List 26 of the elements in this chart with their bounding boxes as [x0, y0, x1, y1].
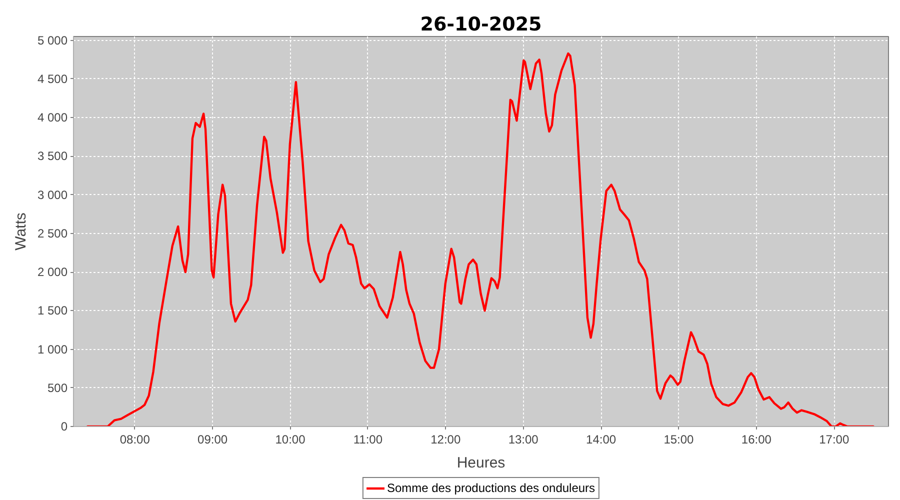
y-tick-label: 500	[47, 380, 68, 395]
x-tick-label: 14:00	[586, 432, 616, 446]
x-tick-label: 16:00	[741, 432, 772, 446]
y-axis-title: Watts	[12, 212, 30, 250]
x-axis-title: Heures	[456, 454, 506, 472]
y-tick-label: 0	[60, 420, 68, 434]
y-tick-label: 1 500	[37, 304, 68, 318]
y-tick-label: 4 500	[37, 72, 68, 86]
y-tick-label: 3 500	[37, 149, 68, 164]
chart-title: 26-10-2025	[420, 14, 542, 36]
x-tick-label: 17:00	[819, 432, 850, 446]
legend-label: Somme des productions des onduleurs	[386, 481, 596, 495]
y-tick-label: 5 000	[37, 33, 68, 48]
x-tick-label: 12:00	[430, 432, 461, 446]
line-series	[86, 52, 874, 426]
x-tick-label: 09:00	[198, 432, 228, 446]
x-tick-label: 10:00	[275, 432, 306, 446]
x-tick-label: 15:00	[664, 432, 694, 446]
x-tick-label: 13:00	[508, 432, 539, 446]
y-tick-label: 4 000	[37, 110, 68, 125]
y-tick-label: 2 000	[37, 265, 68, 280]
y-tick-label: 1 000	[37, 342, 68, 356]
x-tick-label: 08:00	[120, 432, 150, 446]
x-tick-label: 11:00	[353, 432, 383, 446]
y-tick-label: 3 000	[37, 188, 68, 202]
y-tick-label: 2 500	[37, 226, 68, 240]
